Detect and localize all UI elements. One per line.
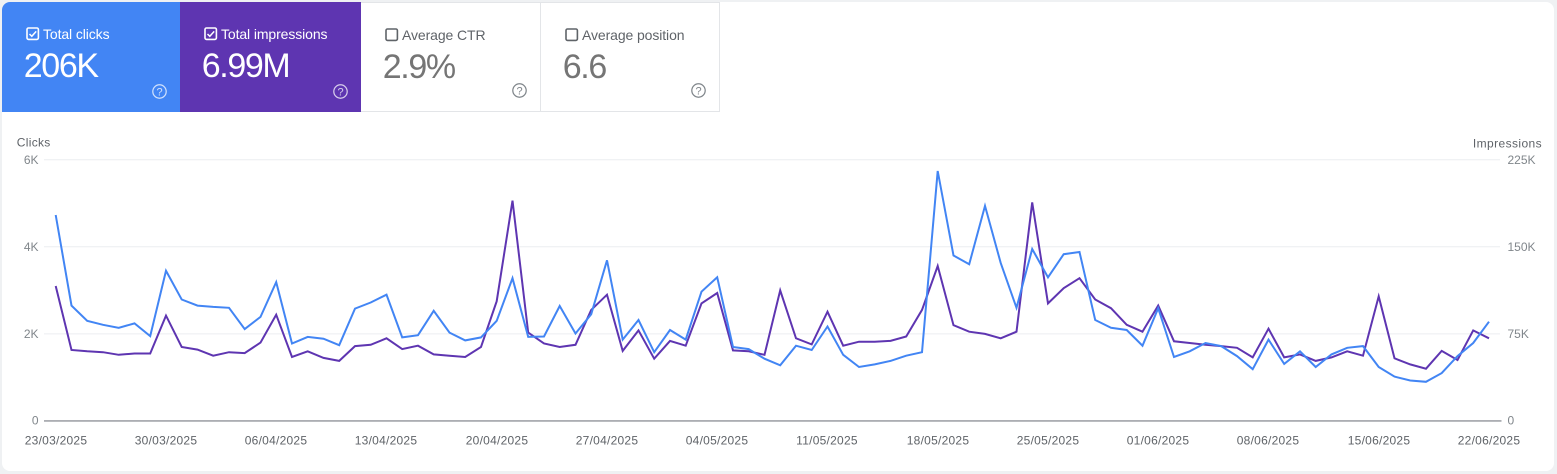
svg-text:?: ? <box>156 86 162 98</box>
svg-text:0: 0 <box>1508 414 1515 428</box>
svg-text:Impressions: Impressions <box>1473 137 1542 151</box>
svg-text:?: ? <box>695 85 701 97</box>
svg-text:01/06/2025: 01/06/2025 <box>1127 434 1190 448</box>
svg-text:23/03/2025: 23/03/2025 <box>25 434 88 448</box>
svg-text:?: ? <box>337 86 343 98</box>
svg-text:27/04/2025: 27/04/2025 <box>576 434 639 448</box>
svg-text:225K: 225K <box>1508 153 1536 167</box>
svg-text:6K: 6K <box>24 153 39 167</box>
svg-text:11/05/2025: 11/05/2025 <box>796 434 858 448</box>
svg-text:4K: 4K <box>24 240 39 254</box>
svg-text:08/06/2025: 08/06/2025 <box>1237 434 1300 448</box>
svg-text:0: 0 <box>32 414 39 428</box>
svg-text:150K: 150K <box>1508 240 1536 254</box>
svg-text:2K: 2K <box>24 327 39 341</box>
svg-text:75K: 75K <box>1508 327 1529 341</box>
svg-text:15/06/2025: 15/06/2025 <box>1348 434 1411 448</box>
svg-text:Clicks: Clicks <box>17 136 51 150</box>
svg-text:25/05/2025: 25/05/2025 <box>1017 434 1080 448</box>
svg-text:06/04/2025: 06/04/2025 <box>245 434 308 448</box>
svg-text:04/05/2025: 04/05/2025 <box>686 434 749 448</box>
svg-text:18/05/2025: 18/05/2025 <box>907 434 970 448</box>
svg-text:13/04/2025: 13/04/2025 <box>355 434 418 448</box>
svg-text:22/06/2025: 22/06/2025 <box>1458 434 1521 448</box>
svg-text:?: ? <box>516 85 522 97</box>
svg-text:20/04/2025: 20/04/2025 <box>466 434 529 448</box>
svg-text:30/03/2025: 30/03/2025 <box>135 434 198 448</box>
